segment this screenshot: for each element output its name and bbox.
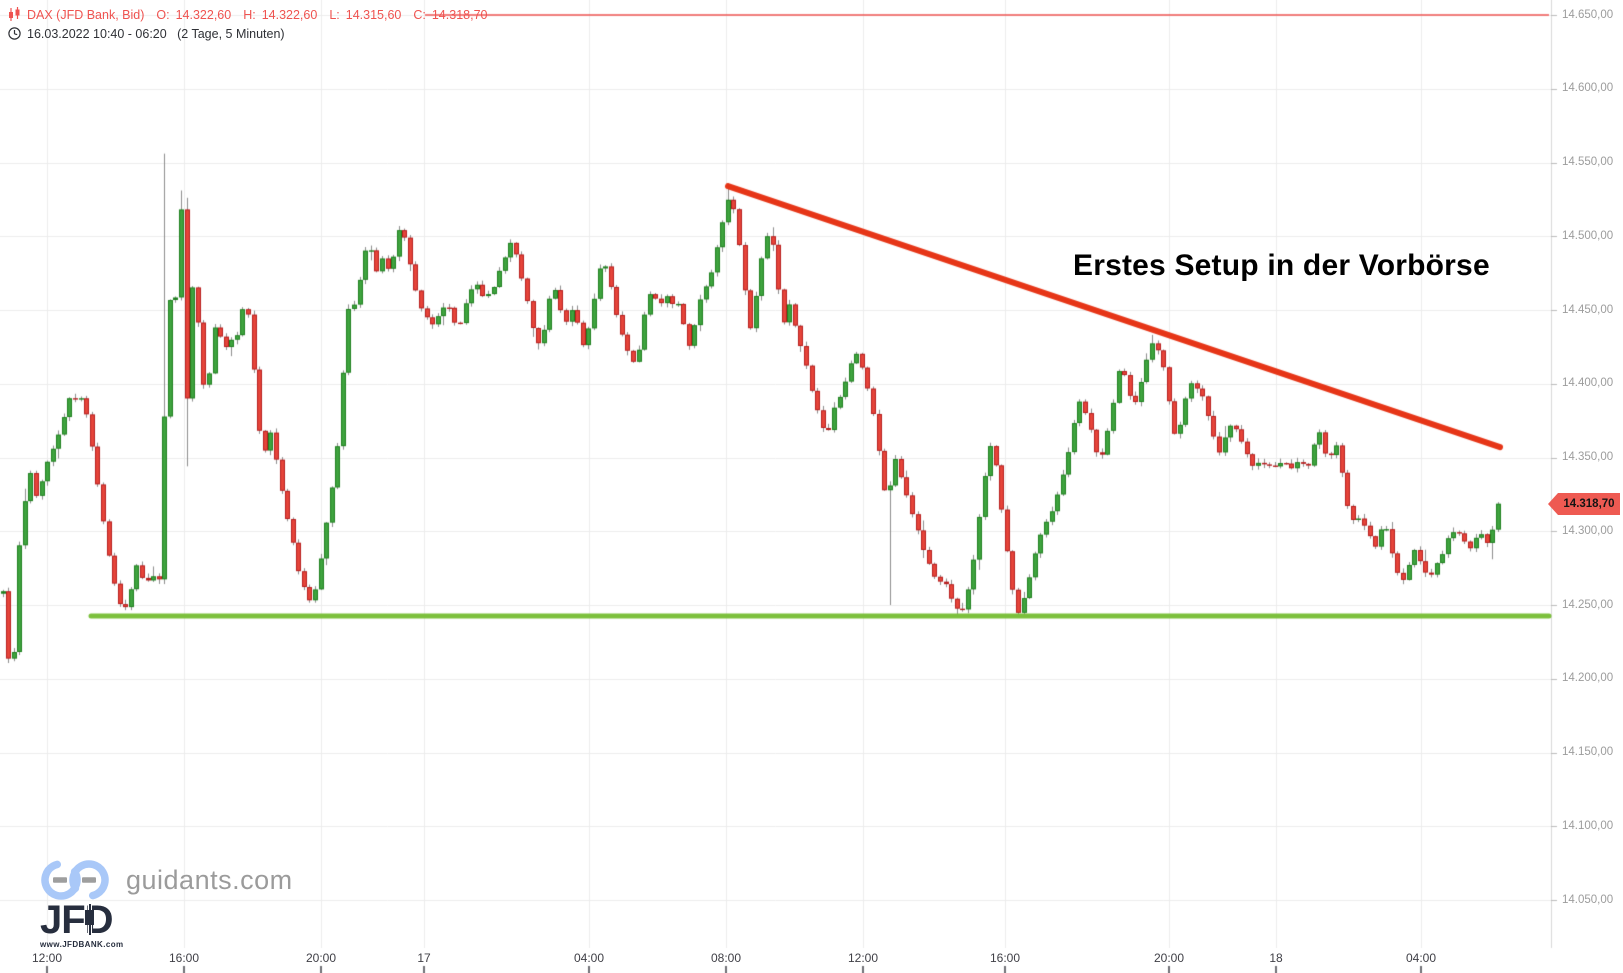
- guidants-logo-icon: [41, 860, 109, 900]
- time-axis-label: 12:00: [847, 951, 879, 965]
- jfd-logo: JFD www.JFDBANK.com: [40, 898, 124, 949]
- time-axis-label: 16:00: [168, 951, 200, 965]
- time-axis-label: 04:00: [573, 951, 605, 965]
- price-axis-label: 14.650,00: [1562, 8, 1614, 21]
- legend-open-value: 14.322,60: [175, 7, 232, 22]
- price-axis-label: 14.250,00: [1562, 598, 1614, 611]
- time-axis-label: 04:00: [1405, 951, 1437, 965]
- legend-open-label: O:: [156, 7, 170, 22]
- price-axis-label: 14.600,00: [1562, 82, 1614, 95]
- legend-high-label: H:: [243, 7, 256, 22]
- candlestick-icon: [9, 7, 20, 21]
- price-axis-label: 14.200,00: [1562, 672, 1614, 685]
- legend-symbol-row: DAX (JFD Bank, Bid) O: 14.322,60 H: 14.3…: [8, 5, 487, 24]
- price-axis-label: 14.150,00: [1562, 746, 1614, 758]
- jfd-logo-url: www.JFDBANK.com: [40, 940, 124, 949]
- time-axis-label: 18: [1269, 951, 1283, 965]
- clock-icon: [8, 27, 21, 40]
- price-axis-label: 14.300,00: [1562, 524, 1614, 537]
- time-axis-label: 16:00: [989, 951, 1021, 965]
- price-axis-label: 14.500,00: [1562, 229, 1614, 242]
- legend-close-label: C:: [413, 7, 426, 22]
- legend-high-value: 14.322,60: [261, 7, 318, 22]
- price-axis-label: 14.400,00: [1562, 377, 1614, 390]
- guidants-watermark-text: guidants.com: [126, 864, 293, 895]
- legend-close-value: 14.318,70: [431, 7, 488, 22]
- time-axis-label: 08:00: [710, 951, 742, 965]
- legend-low-label: L:: [329, 7, 340, 22]
- legend-symbol: DAX (JFD Bank, Bid): [27, 7, 145, 22]
- time-axis-label: 17: [417, 951, 431, 965]
- legend-timeframe: 16.03.2022 10:40 - 06:20 (2 Tage, 5 Minu…: [27, 26, 285, 41]
- price-axis-label: 14.100,00: [1562, 819, 1614, 832]
- jfd-logo-candle-icon: [85, 910, 94, 925]
- price-axis-label: 14.450,00: [1562, 303, 1614, 316]
- last-price-badge: 14.318,70: [1548, 492, 1620, 515]
- time-axis-label: 12:00: [31, 951, 63, 965]
- analyst-annotation: Erstes Setup in der Vorbörse: [1073, 249, 1490, 282]
- watermark: guidants.com JFD www.JFDBANK.com: [40, 858, 293, 949]
- price-axis-label: 14.050,00: [1562, 893, 1614, 906]
- time-axis-label: 20:00: [305, 951, 337, 965]
- legend-timeframe-row: 16.03.2022 10:40 - 06:20 (2 Tage, 5 Minu…: [8, 24, 487, 43]
- legend-low-value: 14.315,60: [345, 7, 402, 22]
- time-axis-label: 20:00: [1153, 951, 1185, 965]
- jfd-logo-text: JFD: [40, 898, 114, 942]
- price-axis-label: 14.550,00: [1562, 156, 1614, 168]
- price-axis-label: 14.350,00: [1562, 451, 1614, 463]
- chart-legend: DAX (JFD Bank, Bid) O: 14.322,60 H: 14.3…: [8, 5, 487, 43]
